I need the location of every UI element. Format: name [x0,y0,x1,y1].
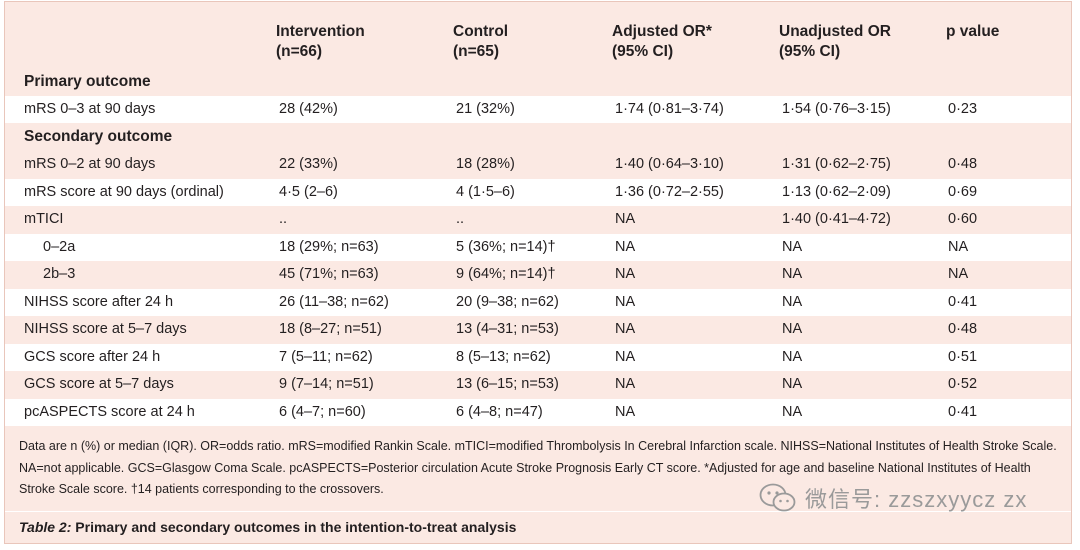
cell-unadjusted: 1·13 (0·62–2·09) [782,183,891,200]
cell-intervention: 22 (33%) [279,156,338,172]
cell-intervention: 4·5 (2–6) [279,183,338,200]
cell-label: NIHSS score at 5–7 days [24,321,187,337]
table-row: NIHSS score after 24 h 26 (11–38; n=62) 20… [5,288,1071,316]
cell-intervention: 45 (71%; n=63) [279,266,379,282]
caption-text: Primary and secondary outcomes in the in… [71,519,517,535]
cell-intervention: 28 (42%) [279,101,338,117]
table-row: GCS score after 24 h 7 (5–11; n=62) 8 (5–1… [5,343,1071,371]
cell-label: GCS score after 24 h [24,348,161,365]
cell-adjusted: 1·74 (0·81–3·74) [615,101,724,117]
cell-adjusted: NA [615,293,636,310]
cell-label: pcASPECTS score at 24 h [24,403,195,420]
cell-label: GCS score at 5–7 days [24,376,174,392]
cell-p: NA [948,266,969,282]
header-unadjusted-or: Unadjusted OR (95% CI) [779,23,891,60]
cell-intervention: .. [279,211,288,227]
cell-unadjusted: NA [782,238,803,255]
cell-p: 0·51 [948,348,978,365]
watermark-text: 微信号: zzszxyycz zx [805,487,1028,512]
cell-control: 21 (32%) [456,101,515,117]
cell-unadjusted: NA [782,293,803,310]
cell-control: 20 (9–38; n=62) [456,293,559,310]
cell-adjusted: 1·36 (0·72–2·55) [615,183,724,200]
cell-control: 9 (64%; n=14)† [456,266,556,282]
caption-number: Table 2: [19,519,72,535]
caption-divider [5,511,1071,512]
cell-adjusted: NA [615,376,636,392]
header-p-value: p value [946,23,1000,40]
table-row: mTICI.... NA 1·40 (0·41–4·72) 0·60 [5,206,1071,233]
cell-unadjusted: NA [782,376,803,392]
table-row: GCS score at 5–7 days 9 (7–14; n=51) 13 (6… [5,371,1071,398]
header-control: Control (n=65) [453,23,509,60]
cell-control: .. [456,211,465,227]
cell-p: 0·52 [948,376,978,392]
header-adjusted-or: Adjusted OR* (95% CI) [612,23,712,60]
cell-unadjusted: NA [782,403,803,420]
table-caption: Table 2: Primary and secondary outcomes … [19,516,516,538]
header-intervention: Intervention (n=66) [276,23,365,60]
cell-unadjusted: 1·40 (0·41–4·72) [782,211,891,227]
cell-label: mRS 0–3 at 90 days [24,101,156,117]
table-row: 0–2a 18 (29%; n=63) 5 (36%; n=14)† NA NA NA [5,233,1071,261]
cell-control: 8 (5–13; n=62) [456,348,551,365]
table-row: mRS 0–2 at 90 days 22 (33%) 18 (28%) 1·40 (… [5,151,1071,178]
table-row: NIHSS score at 5–7 days 18 (8–27; n=51) 13… [5,316,1071,343]
cell-control: 13 (4–31; n=53) [456,321,559,337]
cell-p: 0·48 [948,321,978,337]
cell-adjusted: NA [615,211,636,227]
cell-adjusted: NA [615,266,636,282]
cell-unadjusted: NA [782,321,803,337]
cell-intervention: 7 (5–11; n=62) [279,348,373,365]
cell-label: 2b–3 [43,266,76,282]
cell-adjusted: NA [615,403,636,420]
table-footnote: Data are n (%) or median (IQR). OR=odds … [19,439,1057,496]
cell-p: NA [948,238,969,255]
cell-control: 6 (4–8; n=47) [456,403,543,420]
section-secondary-outcome: Secondary outcome [24,128,173,145]
cell-label: NIHSS score after 24 h [24,293,174,310]
cell-p: 0·41 [948,293,978,310]
cell-adjusted: NA [615,321,636,337]
cell-p: 0·69 [948,183,978,200]
cell-intervention: 26 (11–38; n=62) [279,293,389,310]
cell-p: 0·23 [948,101,978,117]
cell-intervention: 18 (8–27; n=51) [279,321,382,337]
cell-label: mRS 0–2 at 90 days [24,156,156,172]
section-primary-outcome: Primary outcome [24,73,151,90]
cell-control: 18 (28%) [456,156,515,172]
cell-label: mTICI [24,211,64,227]
cell-control: 13 (6–15; n=53) [456,376,559,392]
cell-p: 0·60 [948,211,978,227]
table-header: Intervention (n=66) Control (n=65) Adjus… [5,2,1071,68]
cell-p: 0·48 [948,156,978,172]
cell-adjusted: NA [615,238,636,255]
cell-intervention: 6 (4–7; n=60) [279,403,366,420]
table-row: mRS 0–3 at 90 days 28 (42%) 21 (32%) 1·74 (… [5,96,1071,123]
cell-label: 0–2a [43,238,76,255]
cell-unadjusted: 1·31 (0·62–2·75) [782,156,891,172]
cell-intervention: 18 (29%; n=63) [279,238,379,255]
cell-adjusted: 1·40 (0·64–3·10) [615,156,724,172]
cell-intervention: 9 (7–14; n=51) [279,376,374,392]
table-row: 2b–3 45 (71%; n=63) 9 (64%; n=14)† NA NA NA [5,261,1071,288]
cell-p: 0·41 [948,403,978,420]
cell-control: 5 (36%; n=14)† [456,238,556,255]
cell-unadjusted: NA [782,266,803,282]
cell-control: 4 (1·5–6) [456,183,515,200]
cell-label: mRS score at 90 days (ordinal) [24,183,224,200]
cell-unadjusted: NA [782,348,803,365]
cell-unadjusted: 1·54 (0·76–3·15) [782,101,891,117]
table-panel: Intervention (n=66) Control (n=65) Adjus… [4,1,1072,544]
table-row: mRS score at 90 days (ordinal) 4·5 (2–6) 4… [5,178,1071,206]
table-row: pcASPECTS score at 24 h 6 (4–7; n=60) 6 (4… [5,398,1071,426]
watermark: 微信号: zzszxyycz zx [759,480,1027,516]
cell-adjusted: NA [615,348,636,365]
wechat-icon [759,483,796,512]
